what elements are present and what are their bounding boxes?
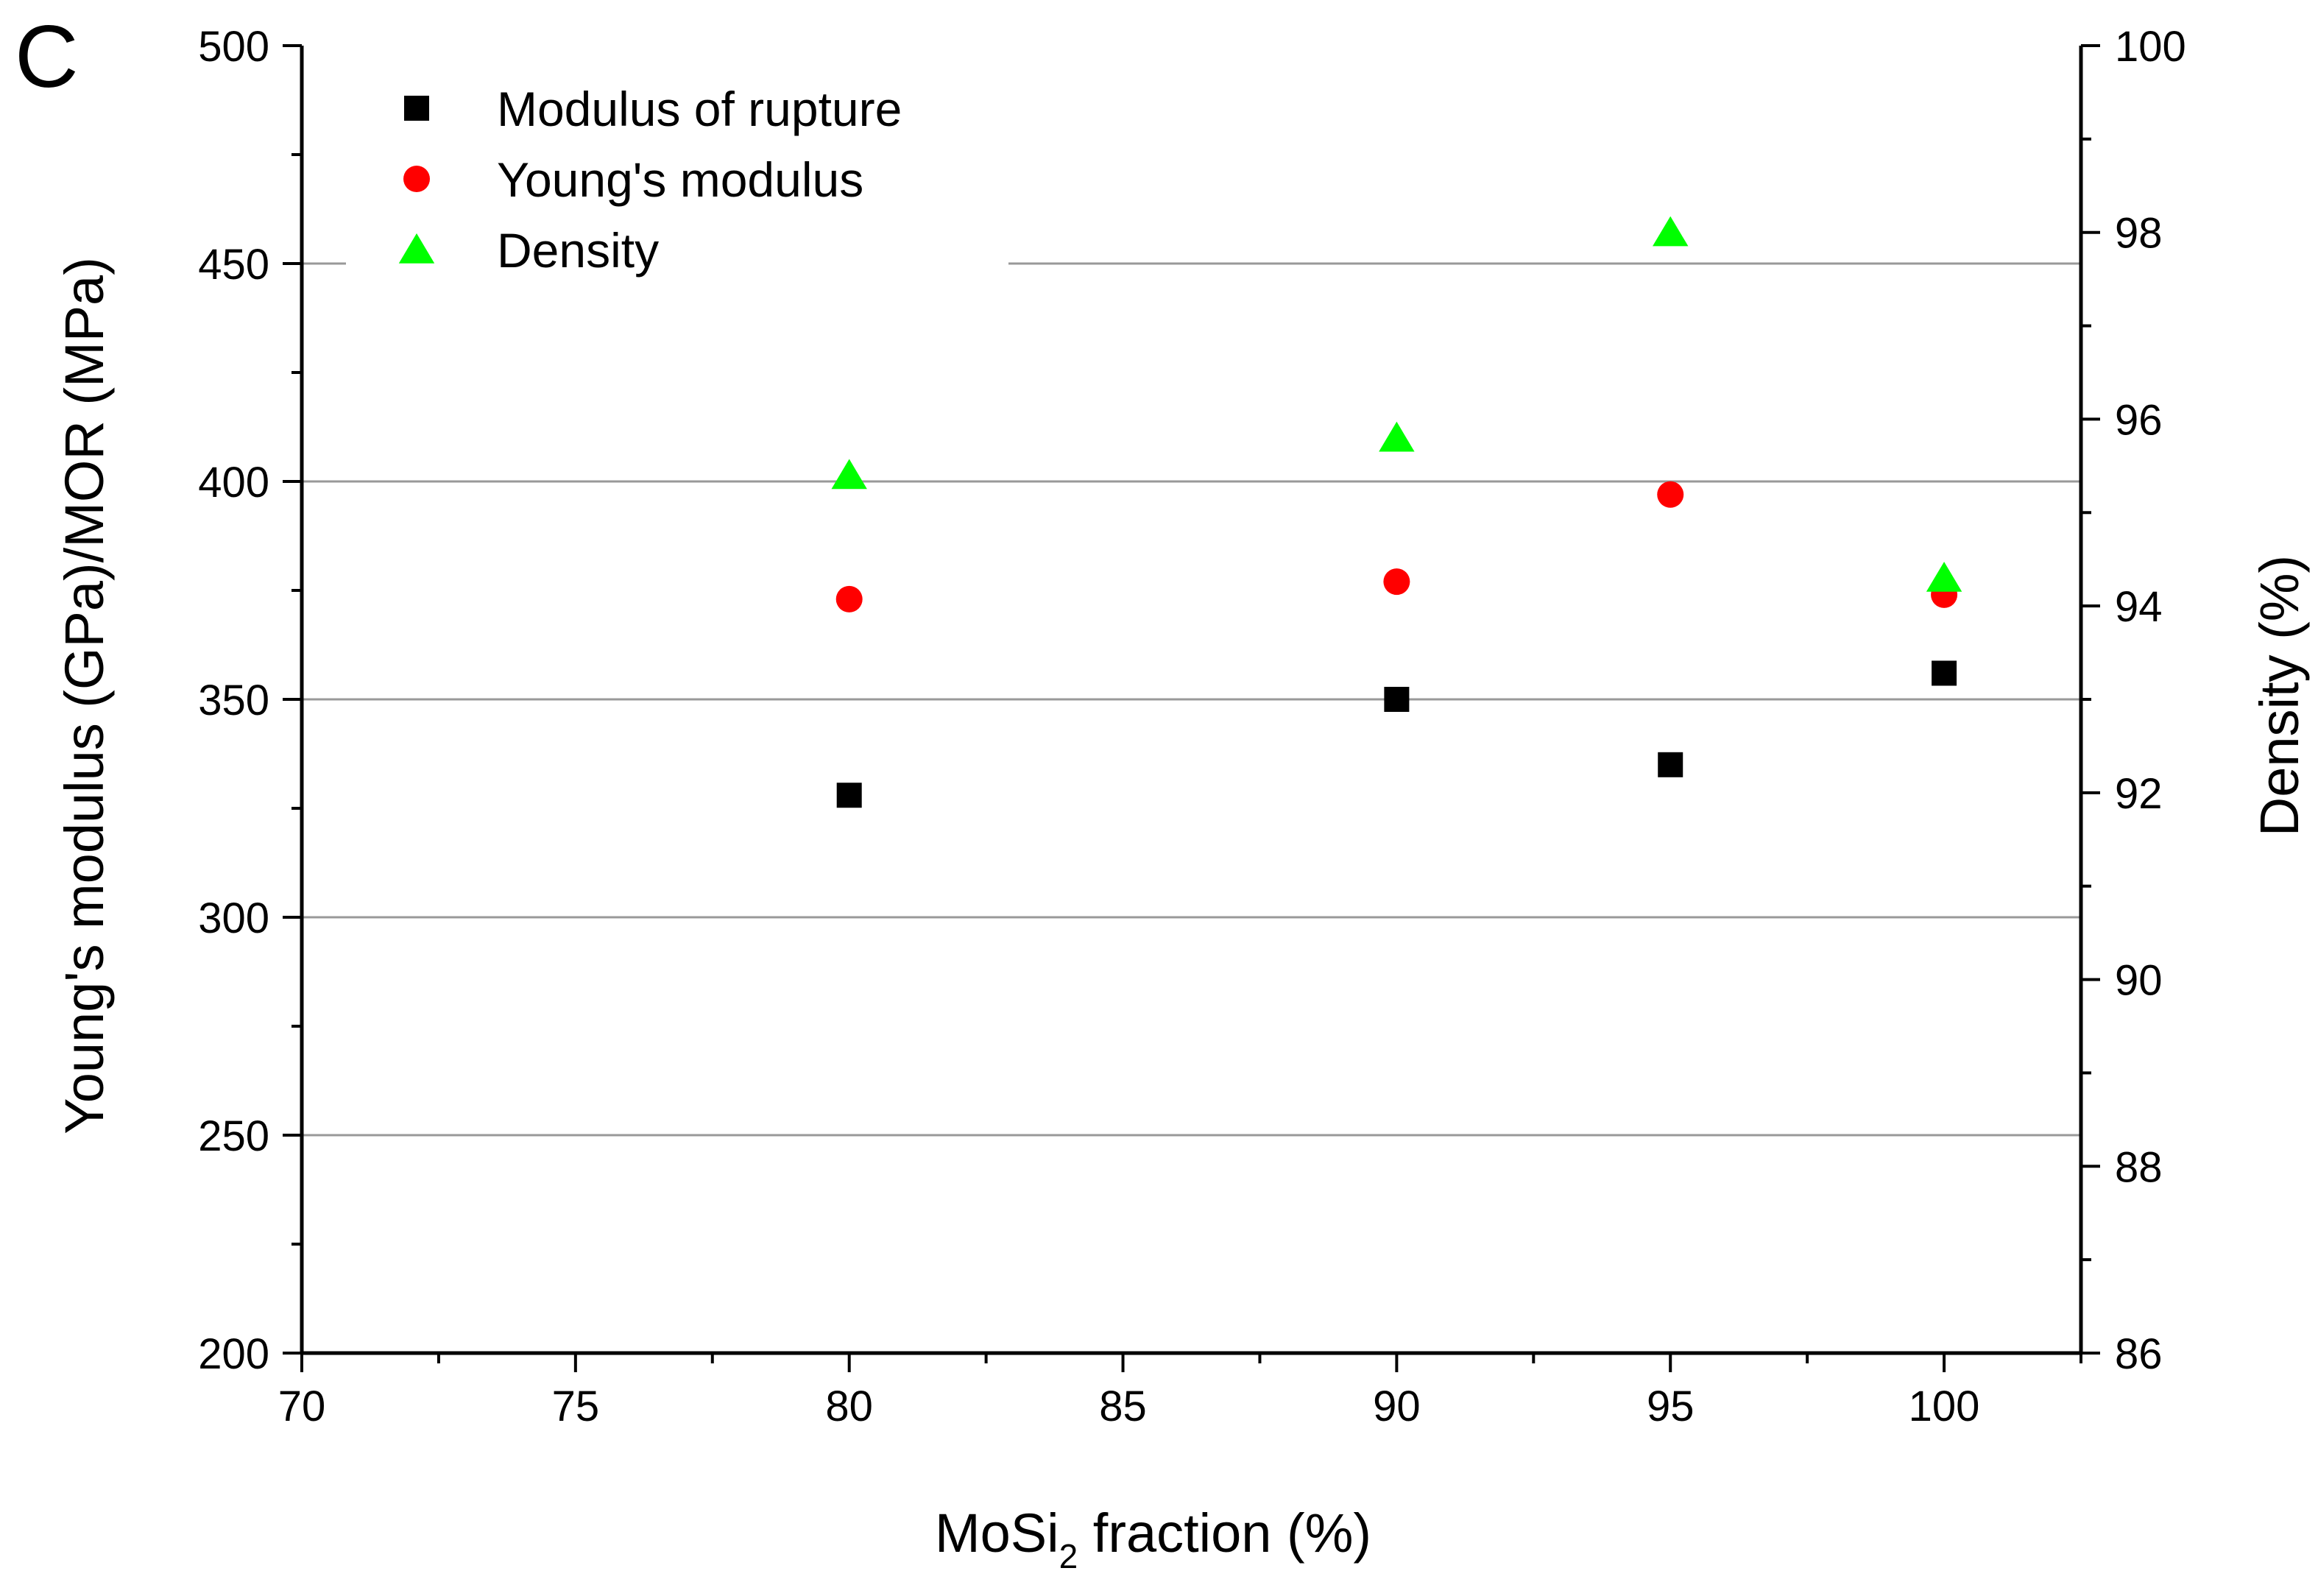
y2-tick-label: 86	[2115, 1330, 2163, 1378]
legend-marker-circle	[403, 166, 430, 192]
y2-tick-label: 90	[2115, 957, 2163, 1005]
legend-label: Density	[497, 223, 659, 278]
y2-tick-label: 96	[2115, 396, 2163, 444]
y-tick-label: 200	[198, 1330, 269, 1378]
data-point-square	[1384, 687, 1410, 712]
axes: 70 75 80 85 90 95 100 200 250 300 350 400 450 500 86 88…	[198, 23, 2186, 1430]
x-axis-title-rest: fraction (%)	[1078, 1503, 1371, 1564]
gridlines	[302, 262, 2081, 1137]
y2-tick-label: 100	[2115, 23, 2186, 71]
legend-marker-square	[404, 96, 429, 121]
x-axis-title-main: MoSi	[935, 1503, 1059, 1564]
legend: Modulus of rupture Young's modulus Density	[346, 74, 1008, 287]
y2-tick-label: 88	[2115, 1143, 2163, 1191]
x-tick-label: 80	[825, 1383, 873, 1430]
y2-tick-label: 98	[2115, 210, 2163, 258]
y-tick-label: 450	[198, 241, 269, 289]
x-tick-label: 95	[1647, 1383, 1695, 1430]
y-tick-label: 350	[198, 677, 269, 724]
data-point-circle	[1657, 481, 1684, 508]
legend-marker-triangle	[398, 233, 435, 264]
data-point-triangle	[1653, 216, 1689, 247]
y2-axis-title: Density (%)	[2249, 555, 2310, 836]
data-point-circle	[835, 585, 863, 612]
x-axis-title: MoSi2 fraction (%)	[935, 1503, 1371, 1575]
data-point-square	[1658, 752, 1683, 777]
data-point-triangle	[831, 459, 867, 490]
x-tick-label: 100	[1909, 1383, 1980, 1430]
x-tick-label: 75	[552, 1383, 600, 1430]
y-axis-title: Young's modulus (GPa)/MOR (MPa)	[54, 257, 115, 1134]
data-point-circle	[1383, 568, 1410, 596]
data-points	[831, 216, 1962, 808]
x-tick-label: 90	[1373, 1383, 1421, 1430]
legend-label: Young's modulus	[497, 152, 863, 207]
x-tick-label: 85	[1099, 1383, 1147, 1430]
y-tick-label: 500	[198, 23, 269, 71]
legend-label: Modulus of rupture	[497, 82, 902, 136]
panel-label: C	[15, 7, 79, 106]
y-tick-label: 400	[198, 459, 269, 506]
x-axis-title-subscript: 2	[1059, 1537, 1078, 1575]
data-point-triangle	[1926, 562, 1962, 592]
legend-background	[346, 74, 1008, 287]
y-tick-label: 300	[198, 894, 269, 942]
y2-tick-label: 92	[2115, 770, 2163, 818]
data-point-square	[1932, 660, 1957, 686]
y2-tick-label: 94	[2115, 583, 2163, 631]
data-point-triangle	[1379, 421, 1415, 452]
y-tick-label: 250	[198, 1112, 269, 1160]
x-tick-label: 70	[278, 1383, 326, 1430]
data-point-square	[836, 783, 862, 808]
